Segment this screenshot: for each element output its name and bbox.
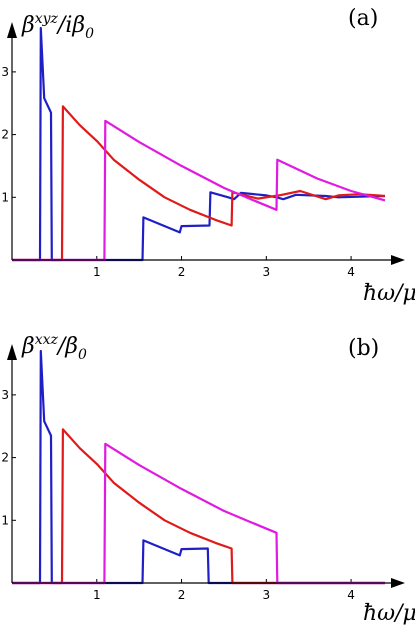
x-tick-label: 1 (93, 265, 101, 279)
x-tick-label: 4 (347, 588, 355, 602)
panel-b: βxxz/β0 (b) 1 2 3 4 1 2 3 ħω/μ (1, 332, 415, 626)
series-line-2 (12, 105, 386, 262)
x-axis-label-a: ħω/μ (363, 281, 415, 306)
y-axis-label-a: βxyz/iβ0 (21, 11, 94, 42)
y-tick-label: 1 (1, 513, 9, 527)
y-ticks-a: 1 2 3 (1, 65, 16, 204)
series-line-3 (12, 442, 385, 585)
y-tick-label: 3 (1, 388, 9, 402)
series-a (12, 26, 386, 262)
panel-label-a: (a) (348, 6, 378, 31)
x-tick-label: 3 (262, 265, 270, 279)
y-ticks-b: 1 2 3 (1, 388, 16, 527)
series-line-3 (12, 119, 386, 262)
y-axis-arrow-b (7, 344, 17, 360)
x-tick-label: 2 (178, 265, 186, 279)
x-tick-label: 1 (93, 588, 101, 602)
y-tick-label: 2 (1, 128, 9, 142)
x-tick-label: 3 (262, 588, 270, 602)
panel-a: βxyz/iβ0 (a) 1 2 3 4 1 2 3 ħω/μ (1, 6, 415, 306)
y-axis-arrow-a (7, 22, 17, 38)
x-axis-label-b: ħω/μ (363, 601, 415, 626)
panel-label-b: (b) (348, 336, 379, 361)
y-axis-label-b: βxxz/β0 (21, 332, 87, 363)
y-tick-label: 3 (1, 65, 9, 79)
series-line-1 (12, 26, 386, 262)
series-b (12, 349, 385, 585)
y-tick-label: 1 (1, 190, 9, 204)
x-tick-label: 4 (347, 265, 355, 279)
x-axis-arrow-a (391, 255, 405, 265)
series-line-1 (12, 349, 385, 585)
x-ticks-b: 1 2 3 4 (93, 579, 355, 602)
series-line-2 (12, 428, 385, 585)
x-axis-arrow-b (391, 578, 405, 588)
x-tick-label: 2 (178, 588, 186, 602)
x-ticks-a: 1 2 3 4 (93, 256, 355, 279)
y-tick-label: 2 (1, 451, 9, 465)
